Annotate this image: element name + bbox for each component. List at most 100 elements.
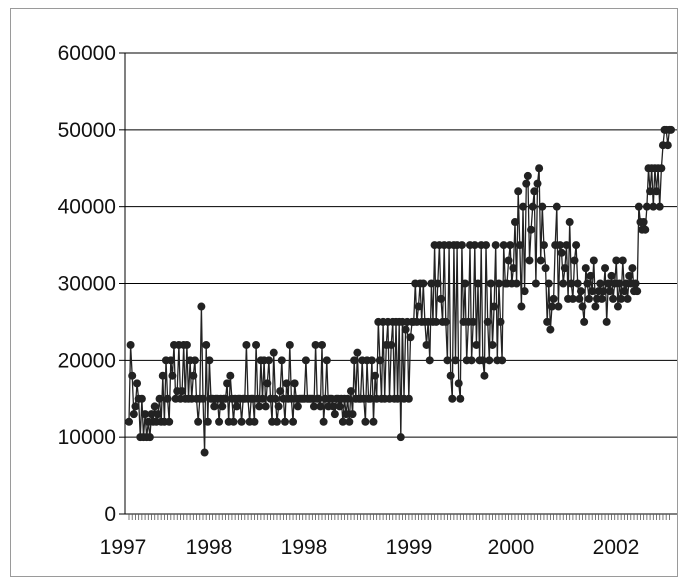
data-point xyxy=(657,164,666,173)
data-point xyxy=(128,371,137,380)
data-point xyxy=(596,279,605,288)
data-point xyxy=(202,340,211,349)
data-point xyxy=(556,241,565,250)
data-point xyxy=(322,356,331,365)
data-point xyxy=(649,202,658,211)
data-point xyxy=(311,340,320,349)
x-tick-label: 1998 xyxy=(281,536,328,559)
data-point xyxy=(317,340,326,349)
data-point xyxy=(277,356,286,365)
data-point xyxy=(269,348,278,357)
data-point xyxy=(560,264,569,273)
data-point xyxy=(506,241,515,250)
data-point xyxy=(605,287,614,296)
data-point xyxy=(404,394,413,403)
data-point xyxy=(499,241,508,250)
data-point xyxy=(467,356,476,365)
data-point xyxy=(589,256,598,265)
data-point xyxy=(446,371,455,380)
data-point xyxy=(205,356,214,365)
data-point xyxy=(490,302,499,311)
data-point xyxy=(543,317,552,326)
data-point xyxy=(517,302,526,311)
data-point xyxy=(293,402,302,411)
data-point xyxy=(525,256,534,265)
data-point xyxy=(554,302,563,311)
data-point xyxy=(289,417,298,426)
data-point xyxy=(343,394,352,403)
data-point xyxy=(504,256,513,265)
data-point xyxy=(510,218,519,227)
data-point xyxy=(631,279,640,288)
data-point xyxy=(567,279,576,288)
data-point xyxy=(552,202,561,211)
line-chart: 0 10000 20000 30000 40000 50000 60000 1997 1998 1… xyxy=(58,42,677,559)
data-point xyxy=(457,241,466,250)
data-point xyxy=(387,340,396,349)
data-point xyxy=(153,410,162,419)
data-point xyxy=(441,317,450,326)
data-point xyxy=(282,379,291,388)
data-point xyxy=(639,218,648,227)
data-point xyxy=(189,371,198,380)
data-point xyxy=(509,264,518,273)
data-point xyxy=(562,241,571,250)
data-point xyxy=(588,287,597,296)
data-point xyxy=(432,317,441,326)
data-point xyxy=(584,294,593,303)
data-point xyxy=(342,410,351,419)
data-point xyxy=(652,187,661,196)
data-point xyxy=(232,402,241,411)
data-point xyxy=(586,271,595,280)
data-point xyxy=(604,279,613,288)
data-point xyxy=(536,256,545,265)
data-point xyxy=(210,402,219,411)
data-point xyxy=(131,402,140,411)
data-point xyxy=(578,302,587,311)
data-point xyxy=(168,371,177,380)
data-point xyxy=(316,402,325,411)
data-point xyxy=(607,271,616,280)
data-point xyxy=(642,202,651,211)
data-point xyxy=(451,356,460,365)
data-point xyxy=(615,279,624,288)
data-point xyxy=(547,302,556,311)
data-point xyxy=(276,387,285,396)
data-point xyxy=(215,417,224,426)
chart-frame: 0 10000 20000 30000 40000 50000 60000 1997 1998 1… xyxy=(10,8,678,577)
data-point xyxy=(663,141,672,150)
data-point xyxy=(483,317,492,326)
data-point xyxy=(242,340,251,349)
data-point xyxy=(488,340,497,349)
data-point xyxy=(612,256,621,265)
data-point xyxy=(178,387,187,396)
data-point xyxy=(264,356,273,365)
data-point xyxy=(437,294,446,303)
data-point xyxy=(285,340,294,349)
data-point xyxy=(314,394,323,403)
data-point xyxy=(309,402,318,411)
data-point xyxy=(396,433,405,442)
data-point xyxy=(261,402,270,411)
data-point xyxy=(223,379,232,388)
data-point xyxy=(137,394,146,403)
data-point xyxy=(255,402,264,411)
data-point xyxy=(422,340,431,349)
y-tick-label: 40000 xyxy=(58,196,116,219)
data-point xyxy=(182,340,191,349)
data-point xyxy=(190,356,199,365)
data-point xyxy=(348,410,357,419)
data-point xyxy=(375,356,384,365)
data-point xyxy=(274,402,283,411)
data-point xyxy=(474,279,483,288)
data-point xyxy=(515,241,524,250)
data-point xyxy=(538,202,547,211)
data-point xyxy=(609,294,618,303)
data-point xyxy=(165,417,174,426)
data-point xyxy=(618,256,627,265)
data-point xyxy=(133,379,142,388)
data-point xyxy=(641,225,650,234)
data-point xyxy=(155,394,164,403)
data-point xyxy=(565,218,574,227)
data-point xyxy=(528,202,537,211)
